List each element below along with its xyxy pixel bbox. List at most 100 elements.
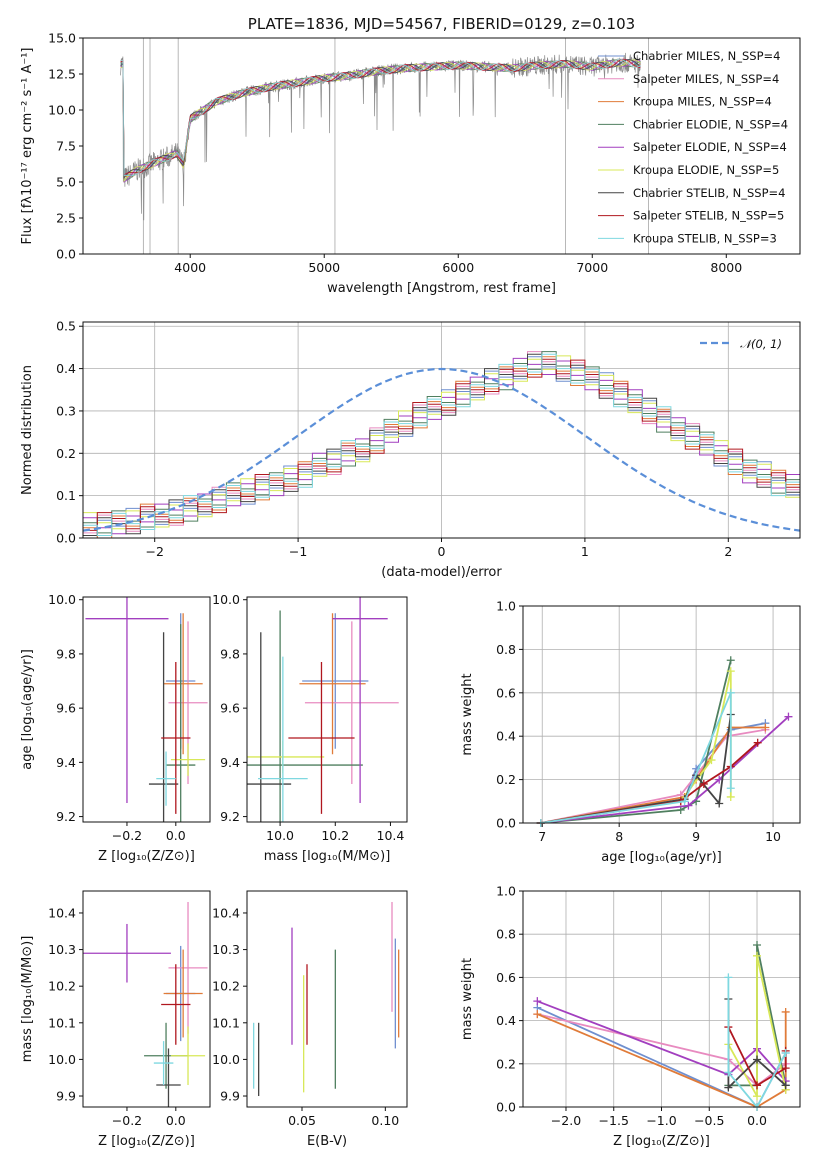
- y-tick-label: 0.4: [496, 729, 516, 744]
- y-tick-label: 10.0: [48, 1052, 76, 1067]
- x-tick-label: 10.0: [266, 828, 294, 843]
- axes-frame: [522, 890, 801, 1108]
- model-fit-line: [120, 59, 641, 181]
- x-tick-label: 0.0: [747, 1113, 767, 1128]
- model-fit-line: [120, 58, 641, 177]
- y-axis-label: Flux [fλ10⁻¹⁷ erg cm⁻² s⁻¹ A⁻¹]: [20, 48, 35, 245]
- y-tick-label: 0.5: [56, 319, 76, 334]
- mass-weight-line: [536, 1000, 787, 1082]
- y-tick-label: 0.0: [56, 247, 76, 262]
- plus-marker: [680, 797, 689, 806]
- x-tick-label: 5000: [308, 260, 340, 275]
- model-fit-line: [120, 58, 641, 176]
- x-axis-label: Z [log₁₀(Z/Z⊙)]: [613, 1134, 710, 1149]
- age-vs-metallicity-panel: −0.2 0.0 9.2 9.4 9.6 9.8 10.0 Z [log₁₀(Z/Z⊙)] ag…: [20, 592, 211, 864]
- x-tick-label: 1: [581, 544, 589, 559]
- y-tick-label: 10.3: [48, 942, 76, 957]
- axes-frame: [522, 605, 801, 824]
- y-tick-label: 9.9: [56, 1089, 76, 1104]
- y-tick-label: 9.9: [220, 1089, 240, 1104]
- x-tick-label: 0.0: [166, 828, 186, 843]
- y-tick-label: 0.0: [496, 816, 516, 831]
- legend-entry: Kroupa STELIB, N_SSP=3: [633, 231, 777, 245]
- histogram-series: [83, 358, 800, 531]
- y-tick-label: 10.0: [212, 1052, 240, 1067]
- y-tick-label: 12.5: [48, 67, 76, 82]
- x-tick-label: −1: [289, 544, 307, 559]
- plus-marker: [753, 1092, 762, 1101]
- x-axis-label: Z [log₁₀(Z/Z⊙)]: [98, 1134, 195, 1149]
- y-tick-label: 0.4: [496, 1013, 516, 1028]
- y-tick-label: 0.8: [496, 927, 516, 942]
- plus-marker: [726, 792, 735, 801]
- model-fit-line: [120, 58, 641, 177]
- x-tick-label: 10: [765, 829, 781, 844]
- legend-entry: Salpeter MILES, N_SSP=4: [633, 72, 779, 86]
- spectrum-panel: 4000 5000 6000 7000 8000 0.0 2.5 5.0 7.5 10.0 12.5…: [20, 15, 801, 296]
- mass-vs-extinction-panel: 0.05 0.10 9.9 10.0 10.1 10.2 10.3 10.4 E(B-V): [212, 890, 408, 1149]
- plus-marker: [781, 1007, 790, 1016]
- y-tick-label: 9.8: [220, 646, 240, 661]
- legend-entry: Salpeter STELIB, N_SSP=5: [633, 209, 784, 223]
- y-tick-label: 0.2: [496, 1056, 516, 1071]
- y-tick-label: 7.5: [56, 139, 76, 154]
- axes-frame: [82, 321, 801, 539]
- plus-marker: [707, 756, 716, 765]
- y-tick-label: 9.8: [56, 646, 76, 661]
- plus-marker: [724, 973, 733, 982]
- x-tick-label: −2.0: [551, 1113, 581, 1128]
- plus-marker: [781, 1064, 790, 1073]
- x-axis-label: E(B-V): [307, 1134, 347, 1149]
- y-tick-label: 0.0: [496, 1100, 516, 1115]
- y-tick-label: 10.3: [212, 942, 240, 957]
- plus-marker: [781, 1081, 790, 1090]
- y-tick-label: 10.2: [212, 979, 240, 994]
- y-tick-label: 0.2: [496, 772, 516, 787]
- y-tick-label: 0.6: [496, 685, 516, 700]
- axes-frame: [82, 890, 211, 1108]
- y-tick-label: 10.0: [48, 103, 76, 118]
- plus-marker: [761, 723, 770, 732]
- x-tick-label: −1.5: [599, 1113, 629, 1128]
- plus-marker: [533, 1010, 542, 1019]
- y-tick-label: 15.0: [48, 31, 76, 46]
- residual-histogram-panel: −2 −1 0 1 2 0.0 0.1 0.2 0.3 0.4 0.5 (data-model)/er…: [20, 319, 801, 580]
- x-axis-label: Z [log₁₀(Z/Z⊙)]: [98, 849, 195, 864]
- mass-weight-line: [540, 716, 790, 823]
- y-tick-label: 10.4: [212, 905, 240, 920]
- plus-marker: [726, 688, 735, 697]
- y-tick-label: 9.2: [56, 809, 76, 824]
- mass-vs-metallicity-panel: −0.2 0.0 9.9 10.0 10.1 10.2 10.3 10.4 Z [log₁₀(Z…: [20, 890, 211, 1149]
- model-fit-line: [120, 59, 641, 183]
- x-tick-label: 9: [692, 829, 700, 844]
- plus-marker: [726, 784, 735, 793]
- y-tick-label: 0.1: [56, 488, 76, 503]
- legend-entry: Chabrier MILES, N_SSP=4: [633, 49, 780, 63]
- legend-entry: Kroupa ELODIE, N_SSP=5: [633, 163, 779, 177]
- y-tick-label: 10.1: [212, 1015, 240, 1030]
- mass-weight-line: [727, 955, 787, 1097]
- plus-marker: [753, 1081, 762, 1090]
- y-tick-label: 0.4: [56, 361, 76, 376]
- x-tick-label: 7000: [576, 260, 608, 275]
- plus-marker: [753, 738, 762, 747]
- y-tick-label: 10.1: [48, 1015, 76, 1030]
- observed-spectrum: [120, 52, 641, 221]
- plus-marker: [699, 779, 708, 788]
- plus-marker: [726, 656, 735, 665]
- plus-marker: [724, 1068, 733, 1077]
- x-tick-label: 10.2: [321, 828, 349, 843]
- x-tick-label: −0.5: [694, 1113, 724, 1128]
- x-tick-label: 0: [438, 544, 446, 559]
- x-axis-label: (data-model)/error: [381, 565, 502, 580]
- x-tick-label: −0.2: [112, 1113, 142, 1128]
- chart-title: PLATE=1836, MJD=54567, FIBERID=0129, z=0…: [248, 15, 635, 33]
- x-tick-label: −0.2: [112, 828, 142, 843]
- y-tick-label: 9.6: [56, 701, 76, 716]
- y-tick-label: 10.0: [48, 592, 76, 607]
- x-tick-label: −1.0: [646, 1113, 676, 1128]
- y-axis-label: Normed distribution: [20, 365, 35, 495]
- plus-marker: [684, 801, 693, 810]
- mass-weight-line: [540, 692, 732, 823]
- mass-weight-line: [727, 1026, 787, 1087]
